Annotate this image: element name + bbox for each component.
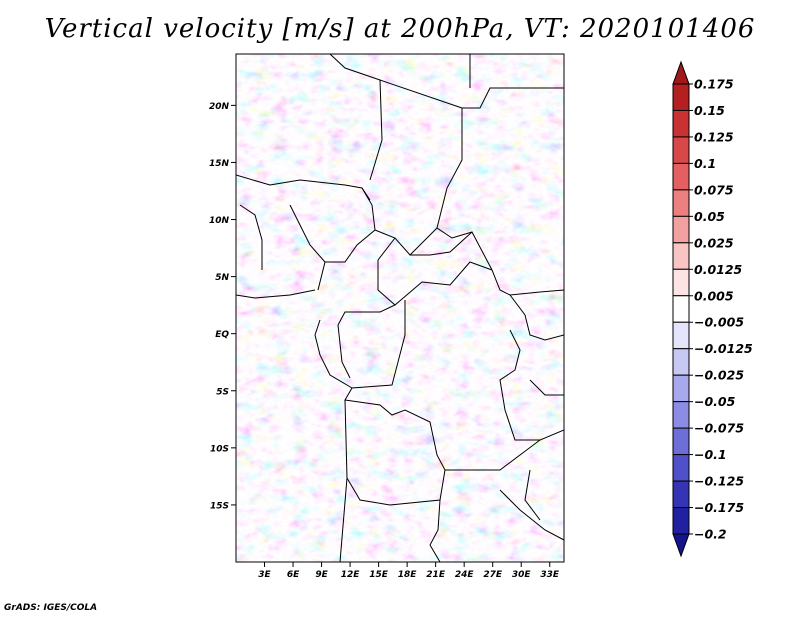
y-tick-label: 5N [215,273,229,283]
border-line [239,204,263,270]
colorbar-swatch [672,480,690,509]
x-tick-label: 33E [540,570,560,580]
border-line [346,469,446,506]
x-tick-label: 24E [455,570,475,580]
border-line [314,319,353,389]
colorbar-swatch [672,215,690,244]
border-line [236,289,316,299]
border-line [374,227,438,256]
colorbar-label: −0.0125 [694,341,753,356]
colorbar-label: −0.025 [694,368,744,383]
border-line [529,379,564,396]
colorbar-swatch [672,507,690,535]
x-axis: 3E 6E 9E 12E 15E 18E 21E 24E 27E 30E 33E [258,562,560,580]
x-tick-label: 18E [398,570,418,580]
y-axis: 20N 15N 10N 5N EQ 5S 10S 15S [209,102,236,511]
border-line [344,300,446,471]
country-borders [236,54,564,562]
colorbar-swatch [672,401,690,429]
x-tick-label: 21E [426,570,446,580]
colorbar-swatch [672,162,690,191]
colorbar-swatch [672,295,690,323]
border-line [325,187,376,263]
colorbar-label: −0.005 [694,315,744,330]
y-tick-label: 10N [209,216,230,226]
border-line [410,231,473,256]
x-tick-label: 12E [341,570,361,580]
colorbar-swatch [672,83,690,111]
border-line [524,469,541,521]
chart-title: Vertical velocity [m/s] at 200hPa, VT: 2… [44,14,756,44]
colorbar-label: 0.0125 [694,262,743,277]
colorbar-label: −0.2 [694,527,727,542]
colorbar-swatch [672,427,690,456]
x-tick-label: 15E [369,570,389,580]
footer-credit: GrADS: IGES/COLA [4,603,98,613]
border-line [337,324,351,379]
colorbar-swatch [672,348,690,376]
colorbar-label: 0.05 [694,209,725,224]
x-tick-label: 6E [287,570,300,580]
colorbar-swatch [672,242,690,270]
colorbar-top-arrow [672,60,690,85]
colorbar-label: −0.175 [694,500,744,515]
x-tick-label: 27E [483,570,503,580]
border-line [329,54,564,296]
border-line [499,489,564,541]
border-line [462,87,564,109]
y-tick-label: 15S [210,501,229,511]
colorbar-label: 0.175 [694,77,734,92]
border-line [429,499,441,562]
x-tick-label: 30E [512,570,532,580]
colorbar-label: −0.1 [694,447,727,462]
colorbar-swatch [672,109,690,138]
border-line [509,294,564,341]
colorbar-label: 0.005 [694,288,734,303]
plot-frame [235,53,565,563]
colorbar-label: −0.05 [694,394,736,409]
colorbar-swatch [672,268,690,297]
y-tick-label: 15N [209,159,230,169]
x-tick-label: 3E [258,570,271,580]
x-tick-label: 9E [315,570,328,580]
colorbar-swatch [672,189,690,217]
colorbar-label: 0.15 [694,103,725,118]
border-line [369,79,383,181]
colorbar-swatch [672,136,690,164]
colorbar-swatch [672,374,690,403]
colorbar-label: 0.075 [694,182,734,197]
colorbar-label: 0.025 [694,235,734,250]
border-line [445,429,564,471]
plot-area [235,53,565,563]
y-tick-label: 10S [210,444,229,454]
border-line [499,329,540,441]
colorbar-swatch [672,454,690,482]
y-tick-label: 5S [216,387,229,397]
y-tick-label: EQ [215,330,229,340]
colorbar-swatch [672,321,690,350]
colorbar-label: 0.1 [694,156,716,171]
colorbar-bottom-arrow [672,533,690,558]
colorbar-label: −0.125 [694,474,744,489]
vertical-velocity-field [236,54,564,562]
border-line [289,204,326,291]
border-line [394,261,493,306]
y-tick-label: 20N [209,102,230,112]
colorbar-label: −0.075 [694,421,744,436]
colorbar: 0.175 0.15 0.125 0.1 0.075 0.05 0.025 0.0125 0.0… [672,60,753,558]
colorbar-label: 0.125 [694,129,734,144]
